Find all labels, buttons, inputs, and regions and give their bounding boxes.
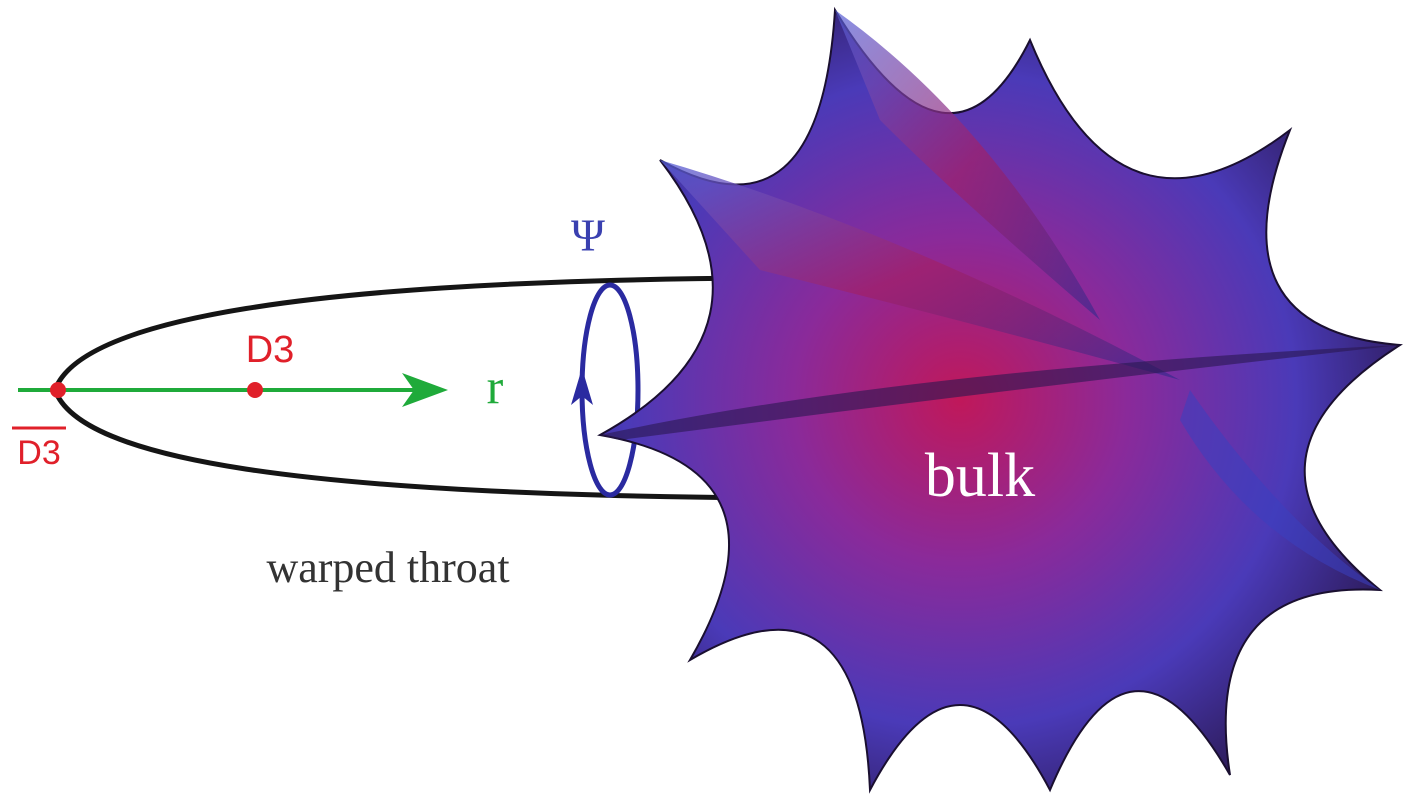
- r-label: r: [487, 358, 504, 414]
- d3-label: D3: [246, 329, 295, 371]
- anti-d3-point: [50, 382, 66, 398]
- d3-point: [247, 382, 263, 398]
- bulk-label: bulk: [925, 442, 1035, 510]
- diagram: Ψ D3 r D3 warped throat bulk: [0, 0, 1403, 805]
- psi-label: Ψ: [571, 210, 605, 261]
- bulk-shape: [600, 10, 1400, 790]
- psi-loop: [582, 285, 638, 495]
- page: {"labels": {"psi": "Ψ", "d3": "D3", "r":…: [0, 0, 1403, 805]
- throat-label: warped throat: [266, 543, 509, 592]
- anti-d3-label: D3: [17, 434, 60, 472]
